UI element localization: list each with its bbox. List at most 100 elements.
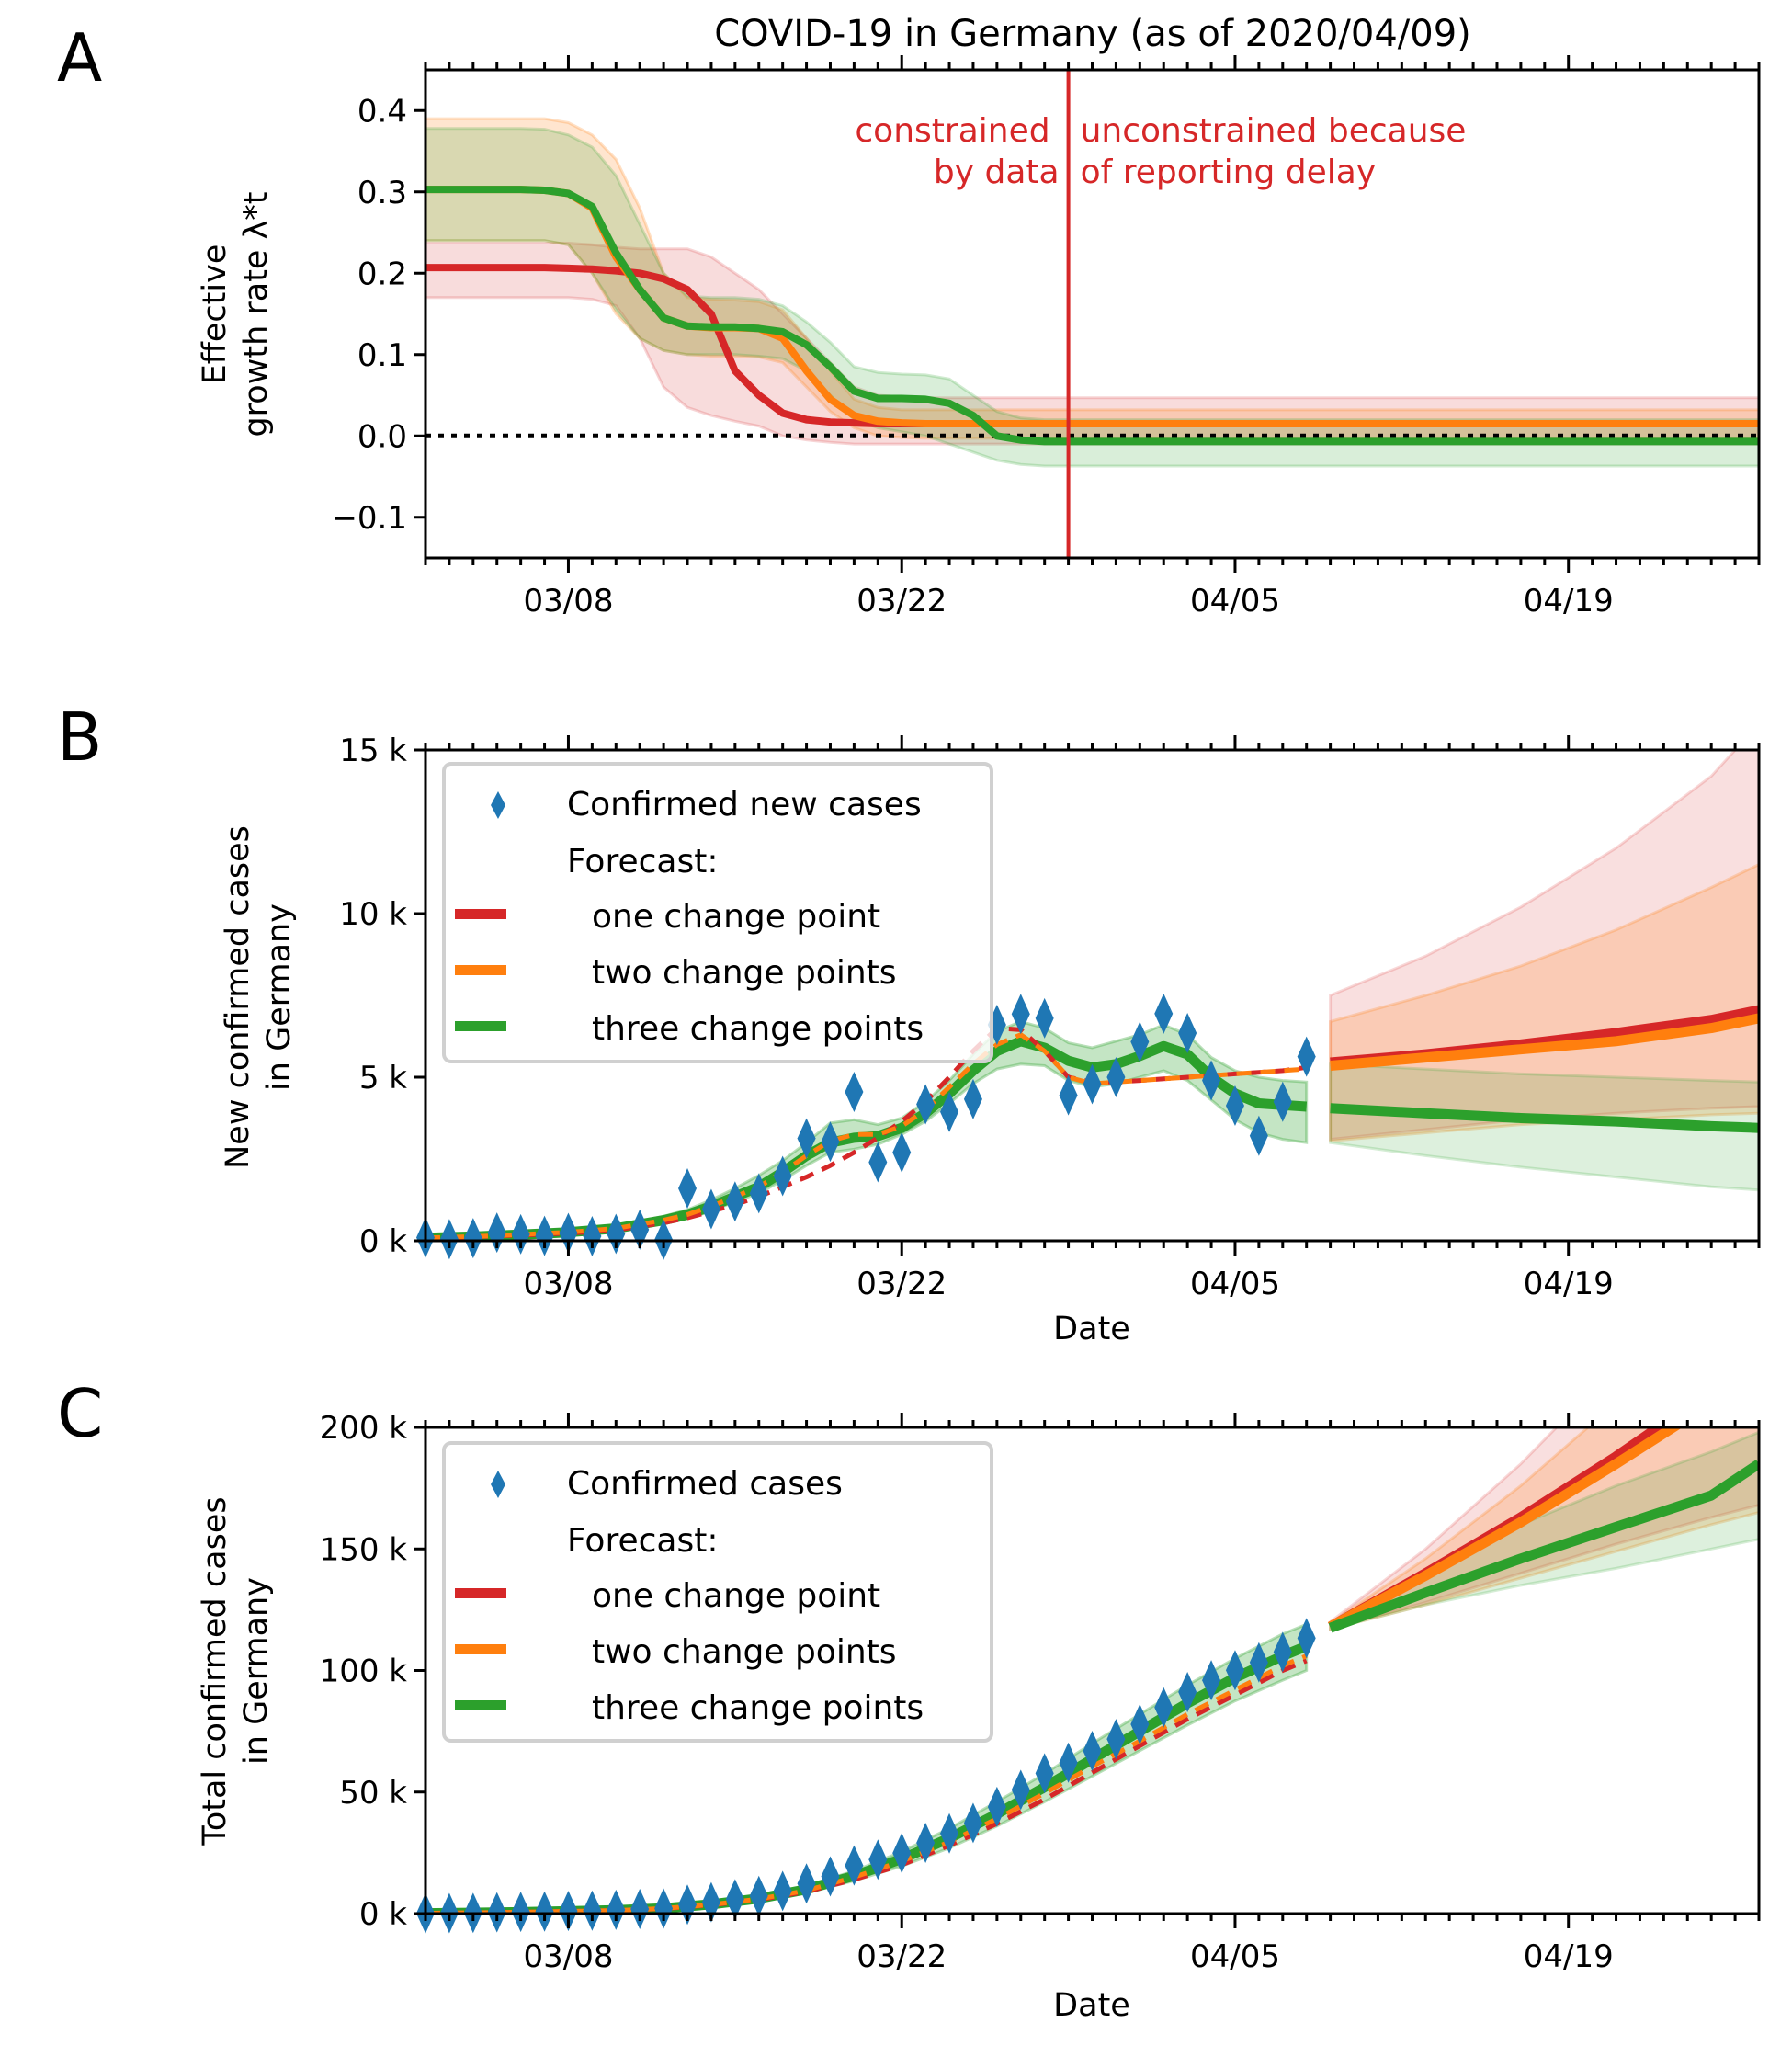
observed-new-cases-point (1011, 994, 1030, 1035)
annotation-constrained-line2: by data (934, 153, 1060, 191)
annotation-unconstrained-line1: unconstrained because (1081, 112, 1467, 150)
panel-c-ylabel-line1: Total confirmed cases (197, 1496, 233, 1846)
legend-diamond-icon (491, 791, 505, 819)
panel-a-axes: 03/08 03/22 04/05 04/19 −0.1 0.0 0.1 0.2 0.3 0.4 (331, 55, 1761, 619)
observed-total-cases-point (1011, 1769, 1030, 1811)
panel-a-lines (425, 186, 1759, 446)
observed-total-cases-point (630, 1888, 650, 1929)
observed-new-cases-point (487, 1212, 506, 1254)
panel-b-ytick-label: 0 k (359, 1223, 407, 1260)
legend-diamond-icon (491, 1471, 505, 1498)
legend-entry-one: one change point (592, 1577, 880, 1615)
observed-total-cases-point (1059, 1742, 1078, 1783)
panel-b-bands (425, 750, 1759, 1241)
observed-new-cases-point (1106, 1057, 1126, 1097)
legend-entry-three: three change points (592, 1010, 924, 1048)
forecast-band-one (1329, 750, 1759, 1142)
forecast-line-two (1330, 1013, 1759, 1071)
panel-b-xtick-label: 03/08 (523, 1266, 613, 1302)
observed-total-cases-point (535, 1891, 554, 1932)
observed-new-cases-point (1130, 1021, 1150, 1062)
observed-total-cases-point (654, 1888, 674, 1929)
annotation-constrained-line1: constrained (855, 112, 1049, 150)
observed-new-cases-point (439, 1219, 459, 1260)
panel-c-axes: 03/08 03/22 04/05 04/19 0 k 50 k 100 k 150 k 200… (320, 1410, 1761, 1975)
panel-b-xtick-label: 04/19 (1524, 1266, 1614, 1302)
observed-new-cases-point (821, 1121, 840, 1163)
observed-total-cases-point (1154, 1687, 1174, 1728)
observed-total-cases-point (1106, 1719, 1126, 1760)
observed-new-cases-point (678, 1168, 698, 1210)
observed-total-cases-point (868, 1839, 888, 1881)
legend-frame (442, 1441, 993, 1743)
panel-a-ytick-label: 0.2 (357, 256, 407, 292)
observed-total-cases-point (940, 1812, 959, 1854)
observed-new-cases-point (892, 1131, 912, 1173)
panel-a-xtick-label: 03/08 (523, 583, 613, 619)
panel-c-xtick-label: 03/08 (523, 1938, 613, 1975)
observed-total-cases-point (1178, 1672, 1197, 1713)
observed-new-cases-point (963, 1078, 982, 1119)
panel-b-ytick-label: 10 k (339, 896, 407, 933)
observed-new-cases-point (773, 1155, 792, 1197)
panel-c-ytick-label: 200 k (320, 1410, 408, 1447)
panel-c-xtick-label: 04/19 (1524, 1938, 1614, 1975)
observed-new-cases-point (559, 1212, 578, 1254)
legend-entry-two: two change points (592, 954, 897, 992)
panel-a-ylabel-line2: growth rate λ*t (238, 191, 275, 437)
panel-b-xlabel: Date (1053, 1311, 1130, 1347)
observed-new-cases-point (1178, 1012, 1197, 1053)
panel-c-xtick-label: 03/22 (856, 1938, 947, 1975)
observed-total-cases-point (1249, 1642, 1268, 1683)
panel-c-ytick-label: 100 k (320, 1653, 408, 1690)
observed-total-cases-point (845, 1845, 864, 1886)
observed-new-cases-point (940, 1091, 959, 1132)
legend-frame (442, 762, 993, 1063)
observed-total-cases-point (1297, 1618, 1316, 1659)
observed-total-cases-point (749, 1875, 768, 1916)
panel-c-ytick-label: 150 k (320, 1531, 408, 1568)
observed-new-cases-point (749, 1173, 768, 1214)
forecast-band-three (1329, 1062, 1759, 1192)
observed-total-cases-point (1202, 1660, 1221, 1701)
panel-a: constrained by data unconstrained becaus… (197, 55, 1761, 619)
observed-total-cases-point (725, 1879, 744, 1920)
observed-new-cases-point (607, 1213, 626, 1255)
legend-swatch-one (455, 909, 506, 919)
legend-swatch-two (455, 1644, 506, 1654)
legend-swatch-three (455, 1700, 506, 1710)
forecast-line-three (1328, 1460, 1759, 1633)
panel-c-xlabel: Date (1053, 1987, 1130, 2024)
panel-a-ylabel-line1: Effective (197, 244, 233, 385)
legend-entry-one: one change point (592, 898, 880, 936)
forecast-band-one (1329, 1427, 1759, 1631)
figure-title: COVID-19 in Germany (as of 2020/04/09) (714, 13, 1471, 55)
panel-a-xtick-label: 04/05 (1190, 583, 1280, 619)
panel-c-xtick-label: 04/05 (1190, 1938, 1280, 1975)
forecast-line-two (1328, 1427, 1683, 1631)
legend-swatch-three (455, 1021, 506, 1031)
panel-b-ytick-label: 15 k (339, 733, 407, 769)
panel-a-ytick-label: 0.0 (357, 418, 407, 455)
observed-total-cases-point (1035, 1753, 1054, 1794)
observed-new-cases-point (463, 1218, 482, 1259)
observed-new-cases-point (1297, 1036, 1316, 1077)
legend-entry-three: three change points (592, 1689, 924, 1727)
panel-a-ytick-label: 0.3 (357, 175, 407, 211)
panel-c-ytick-label: 0 k (359, 1896, 407, 1933)
panel-a-ytick-label: 0.1 (357, 337, 407, 374)
legend-swatch-two (455, 965, 506, 975)
observed-new-cases-point (1225, 1085, 1244, 1126)
legend-swatch-one (455, 1588, 506, 1598)
panel-b-xtick-label: 03/22 (856, 1266, 947, 1302)
observed-total-cases-point (821, 1856, 840, 1897)
observed-total-cases-point (916, 1823, 936, 1864)
panel-b-xtick-label: 04/05 (1190, 1266, 1280, 1302)
observed-total-cases-point (797, 1863, 816, 1904)
observed-total-cases-point (892, 1833, 912, 1874)
observed-total-cases-point (773, 1870, 792, 1912)
observed-total-cases-point (1225, 1650, 1244, 1691)
observed-new-cases-point (868, 1142, 888, 1183)
panel-a-xtick-label: 04/19 (1524, 583, 1614, 619)
